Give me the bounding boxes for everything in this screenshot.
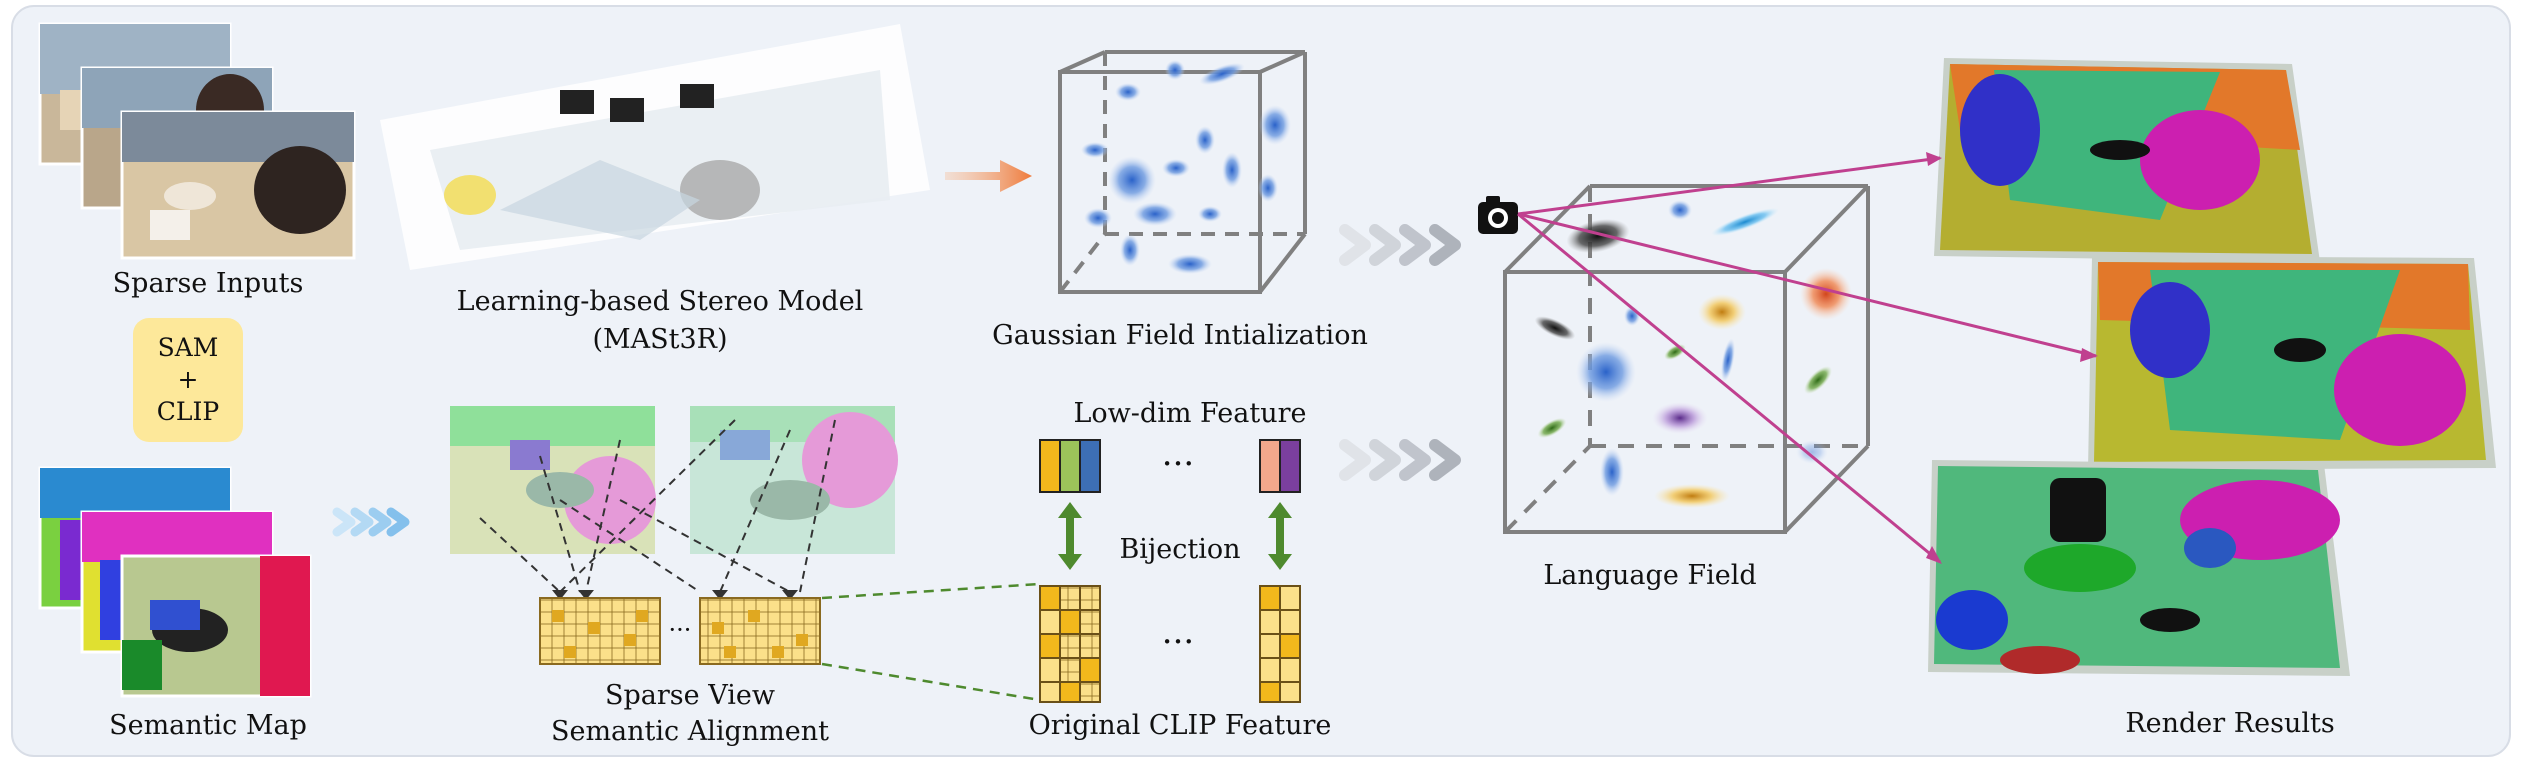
stereo-model-label: Learning-based Stereo Model	[456, 286, 864, 317]
render-result-1	[1934, 58, 2320, 262]
language-field-gaussians	[1534, 200, 1852, 508]
clip-label: CLIP	[156, 397, 220, 426]
clip-feature-right	[1259, 585, 1301, 703]
point-cloud-reconstruction	[380, 24, 930, 270]
alignment-label-2: Semantic Alignment	[550, 716, 829, 747]
gaussian-blobs-init	[1081, 60, 1291, 274]
sam-plus-label: +	[177, 365, 199, 394]
blue-chevron-arrows	[332, 507, 410, 537]
alignment-dashed-lines	[479, 419, 836, 593]
gray-chevron-arrows-bottom	[1339, 439, 1461, 481]
semantic-map-label: Semantic Map	[109, 710, 307, 741]
projection-rays	[1517, 156, 2097, 564]
sparse-input-images	[38, 22, 356, 260]
render-result-3	[1928, 460, 2350, 676]
bijection-arrows	[1058, 502, 1292, 570]
sam-label: SAM	[157, 333, 219, 362]
ellipsis-grid: ···	[668, 616, 692, 644]
low-dim-feature-left	[1039, 439, 1101, 493]
gaussian-init-cube	[1058, 50, 1307, 294]
gaussian-init-label: Gaussian Field Intialization	[992, 320, 1368, 351]
render-result-2	[2088, 256, 2496, 470]
sam-clip-box: SAM + CLIP	[133, 318, 243, 442]
feature-grid-right	[699, 597, 821, 665]
alignment-label: Sparse View	[605, 680, 775, 711]
feature-grid-left	[539, 597, 661, 665]
orange-arrow	[945, 160, 1032, 192]
gray-chevron-arrows-top	[1339, 224, 1461, 266]
sparse-view-semantic-images	[450, 406, 898, 554]
low-dim-feature-label: Low-dim Feature	[1073, 398, 1307, 429]
semantic-map-images	[38, 466, 312, 698]
ellipsis-top: ···	[1161, 444, 1195, 484]
low-dim-feature-right	[1259, 439, 1301, 493]
clip-link-dashed-lines	[821, 582, 1041, 702]
camera-icon	[1478, 196, 1518, 234]
stereo-model-name-label: (MASt3R)	[592, 324, 728, 355]
language-field-label: Language Field	[1543, 560, 1757, 591]
projection-arrowheads	[1926, 152, 2098, 564]
sparse-inputs-label: Sparse Inputs	[112, 268, 304, 299]
clip-feature-left	[1039, 585, 1101, 703]
alignment-arrowheads	[552, 590, 798, 600]
bijection-label: Bijection	[1119, 534, 1241, 565]
ellipsis-bottom: ···	[1161, 622, 1195, 662]
render-results-label: Render Results	[2125, 708, 2335, 739]
original-clip-label: Original CLIP Feature	[1028, 710, 1332, 741]
